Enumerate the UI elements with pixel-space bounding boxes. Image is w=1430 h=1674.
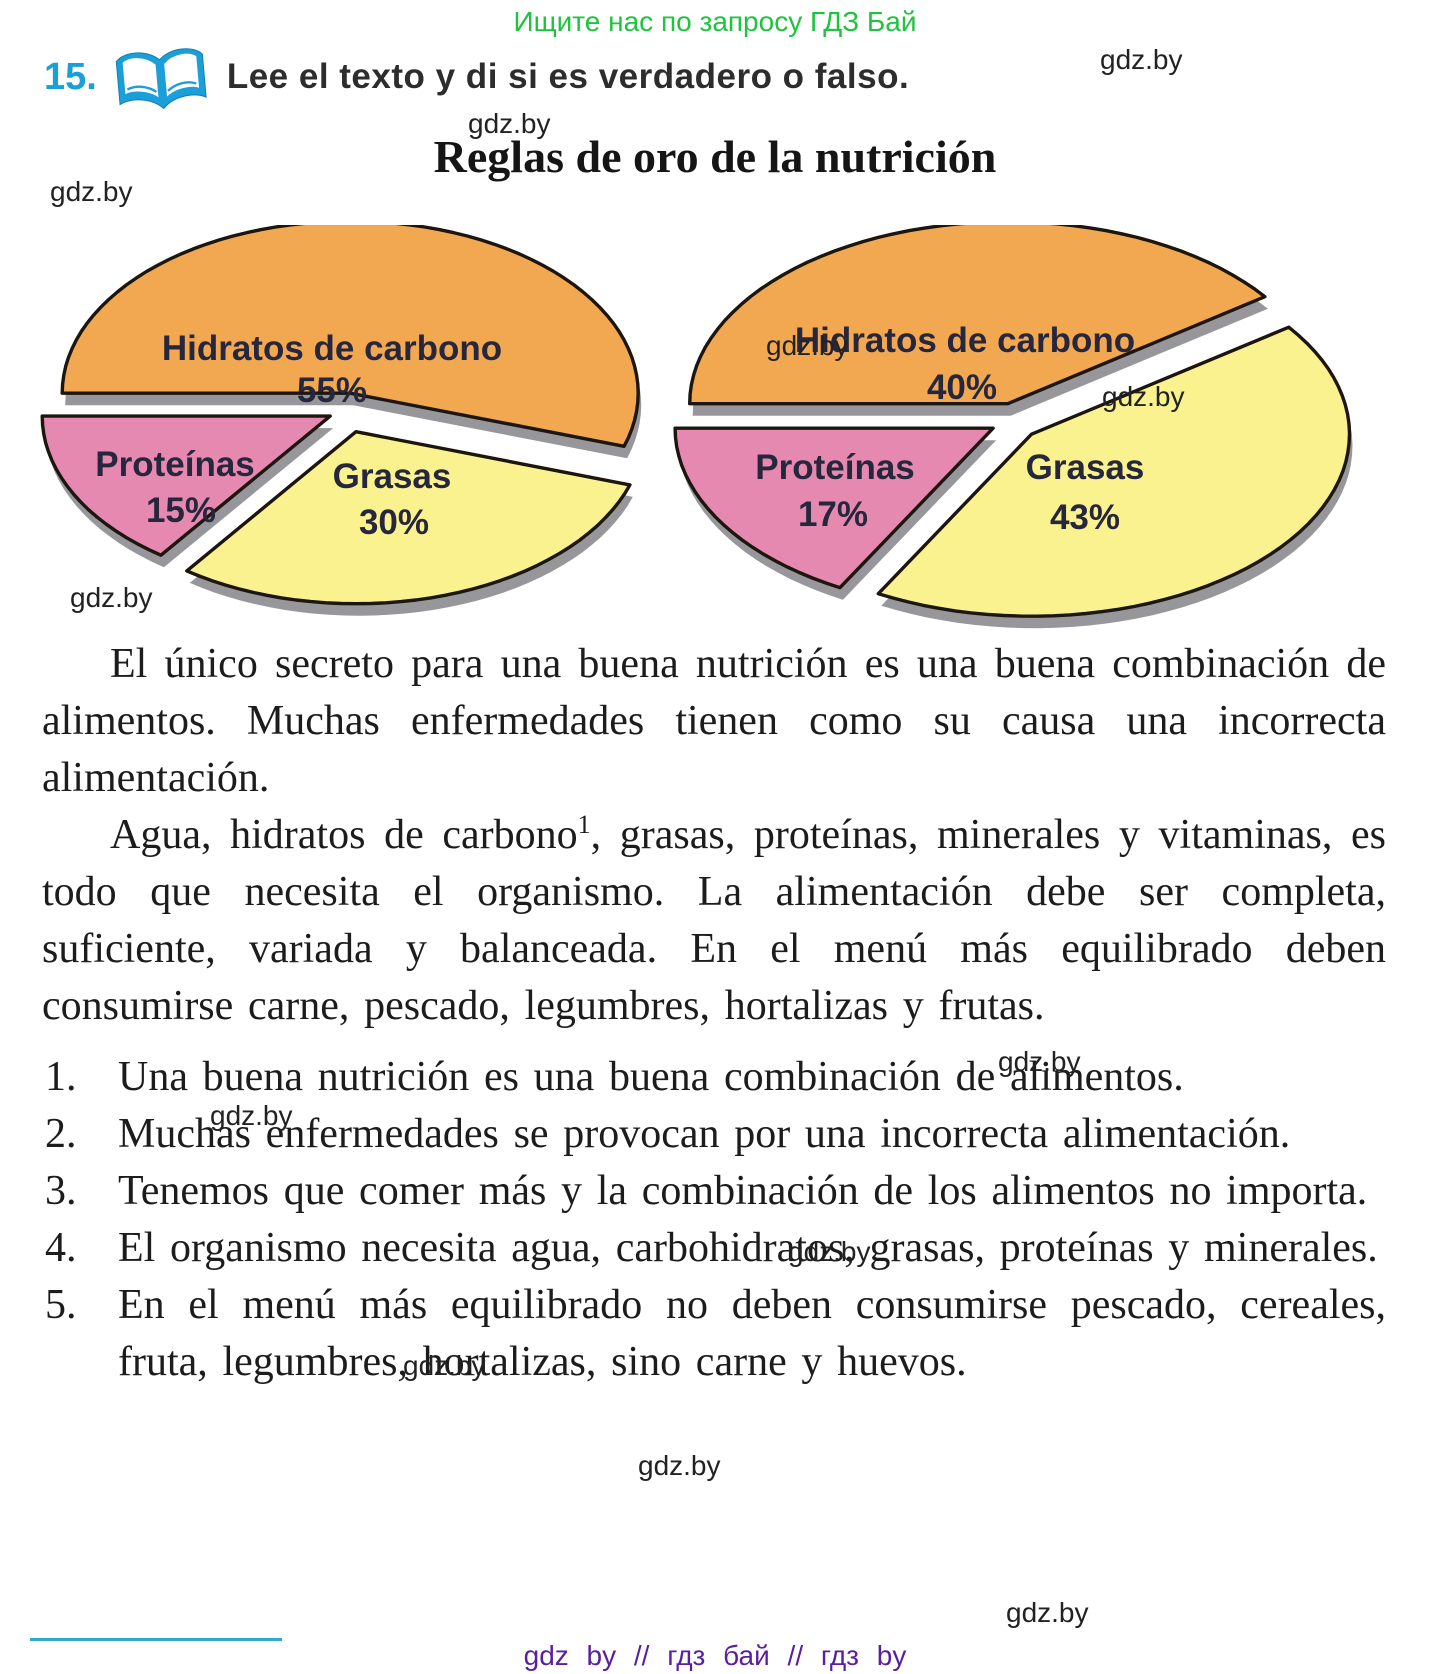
statement-5-text: En el menú más equilibrado no deben cons… [118,1282,1386,1385]
statement-5-number: 5. [45,1282,77,1328]
gdz-watermark: gdz.by [1100,44,1183,75]
gdz-watermark: gdz.by [998,1046,1081,1077]
open-book-icon [115,48,207,110]
nutrition-pie-charts: Hidratos de carbono 55% Proteínas 15% Grasas… [0,219,1430,630]
footer-text: gdz by // гдз бай // гдз by [523,1640,907,1671]
paragraph-2-start: Agua, hidratos de carbono [110,812,578,858]
pie-1-slice-Hidratos de carbono [688,220,1267,406]
exercise-header: 15. Lee el texto y di si es verdadero o … [44,38,909,116]
pie-1-slice-Grasas [876,325,1352,618]
paragraph-2-end: , grasas, proteínas, minerales y vitamin… [42,812,1386,1029]
pie-0-label-Proteínas: Proteínas [95,445,255,484]
exercise-number: 15. [44,55,97,98]
statement-1-text: Una buena nutrición es una buena combina… [118,1054,1184,1100]
statement-3: 3. Tenemos que comer más y la combinació… [42,1163,1386,1220]
gdz-watermark: gdz.by [210,1100,293,1131]
statement-3-text: Tenemos que comer más y la combinación d… [118,1168,1368,1214]
gdz-watermark: gdz.by [468,108,551,139]
pie-0-slice-Grasas [185,430,632,606]
gdz-watermark: gdz.by [1006,1597,1089,1628]
pie-1-label-Proteínas: Proteínas [755,448,915,487]
pie-1-label-Grasas: Grasas [1026,448,1145,487]
statement-1: 1. Una buena nutrición es una buena comb… [42,1049,1386,1106]
footnote-rule [30,1638,282,1641]
paragraph-1: El único secreto para una buena nutrició… [42,641,1386,801]
statement-5: 5. En el menú más equilibrado no deben c… [42,1277,1386,1391]
paragraph-2: Agua, hidratos de carbono1, grasas, prot… [42,807,1386,1035]
statement-2: 2. Muchas enfermedades se provocan por u… [42,1106,1386,1163]
statement-3-number: 3. [45,1168,77,1214]
statement-2-number: 2. [45,1111,77,1157]
gdz-watermark: gdz.by [788,1236,871,1267]
statement-4-text: El organismo necesita agua, carbohidrato… [118,1225,1378,1271]
footnote-marker: 1 [577,810,591,839]
pie-1-value-Proteínas: 17% [798,495,868,534]
pie-1-value-Grasas: 43% [1050,498,1120,537]
pie-0-slice-Proteínas [40,414,332,557]
statement-4-number: 4. [45,1225,77,1271]
statement-2-text: Muchas enfermedades se provocan por una … [118,1111,1291,1157]
pie-1-slice-Proteínas [673,426,995,590]
pie-0-value-Grasas: 30% [359,503,429,542]
pie-0-label-Grasas: Grasas [333,457,452,496]
statement-4: 4. El organismo necesita agua, carbohidr… [42,1220,1386,1277]
article-body: El único secreto para una buena nutrició… [42,636,1386,1391]
pie-1-value-Hidratos de carbono: 40% [927,368,997,407]
gdz-watermark: gdz.by [403,1350,486,1381]
statements-list: 1. Una buena nutrición es una buena comb… [42,1049,1386,1391]
exercise-instruction: Lee el texto y di si es verdadero o fals… [226,57,910,96]
gdz-watermark: gdz.by [70,582,153,613]
gdz-watermark: gdz.by [1102,381,1185,412]
page-title: Reglas de oro de la nutrición [433,131,997,182]
gdz-watermark: gdz.by [766,330,849,361]
pie-0-value-Proteínas: 15% [146,491,216,530]
gdz-watermark: gdz.by [50,176,133,207]
gdz-watermark: gdz.by [638,1450,721,1481]
pie-charts-svg: Hidratos de carbono55%Proteínas15%Grasas… [40,219,1353,629]
pie-0-value-Hidratos de carbono: 55% [297,371,367,410]
pie-0-label-Hidratos de carbono: Hidratos de carbono [162,329,502,368]
pie-1-label-Hidratos de carbono: Hidratos de carbono [795,321,1135,360]
top-banner-text: Ищите нас по запросу ГДЗ Бай [513,6,917,37]
statement-1-number: 1. [45,1054,77,1100]
